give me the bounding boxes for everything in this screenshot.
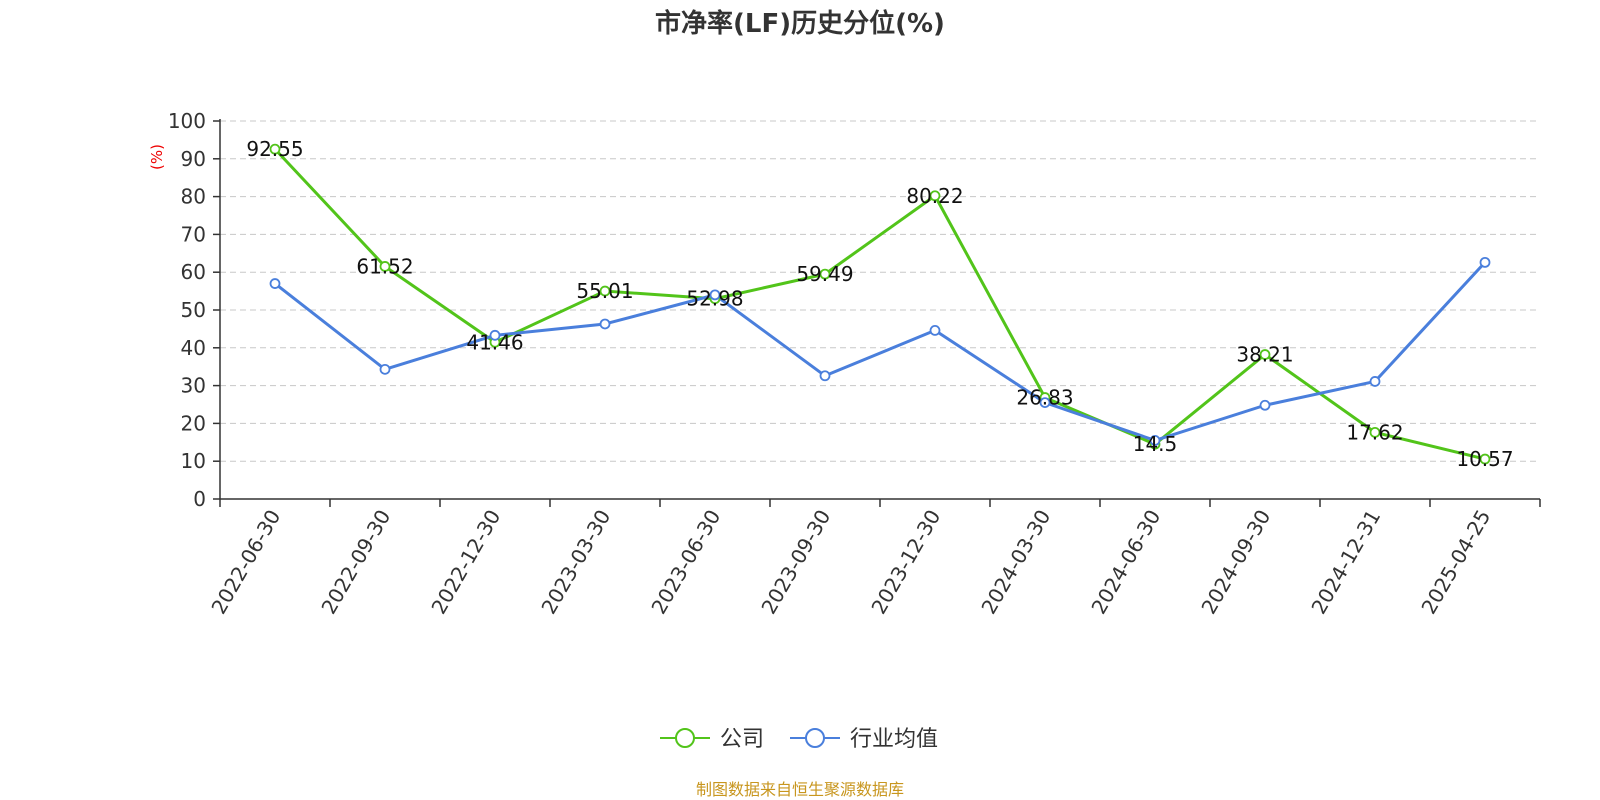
x-tick-label: 2022-12-30 bbox=[426, 506, 505, 619]
data-point-company bbox=[1369, 426, 1381, 438]
y-tick-label: 40 bbox=[181, 336, 206, 360]
data-point-industry bbox=[1369, 376, 1381, 387]
data-point-company bbox=[819, 268, 831, 280]
data-point-industry bbox=[269, 278, 281, 289]
data-label-company: 92.55 bbox=[246, 137, 303, 161]
data-point-industry bbox=[709, 289, 721, 301]
data-point-company bbox=[1259, 349, 1271, 360]
legend-item-industry[interactable]: 行业均值 bbox=[790, 727, 938, 752]
y-tick-label: 50 bbox=[181, 298, 206, 322]
data-point-company bbox=[379, 261, 391, 272]
data-point-industry bbox=[1039, 397, 1051, 409]
legend-company-label: 公司 bbox=[720, 727, 764, 752]
y-axis: 0 10 20 30 40 50 60 70 80 90 100 bbox=[168, 109, 221, 511]
data-label-company: 41.46 bbox=[466, 330, 523, 354]
x-tick-label: 2023-12-30 bbox=[866, 506, 945, 619]
series-line-industry bbox=[274, 261, 1487, 442]
x-tick-label: 2024-03-30 bbox=[976, 506, 1055, 619]
x-tick-label: 2024-06-30 bbox=[1086, 506, 1165, 619]
x-axis: 2022-06-30 2022-09-30 2022-12-30 2023-03-30… bbox=[206, 498, 1541, 619]
y-tick-label: 30 bbox=[181, 374, 206, 398]
data-label-company: 17.62 bbox=[1346, 420, 1403, 444]
data-label-company: 59.49 bbox=[796, 262, 853, 286]
data-point-industry bbox=[379, 363, 391, 375]
data-point-industry bbox=[929, 325, 941, 336]
x-tick-label: 2024-12-31 bbox=[1306, 506, 1385, 619]
data-point-company bbox=[599, 285, 611, 297]
series-line-company bbox=[273, 148, 1486, 461]
data-label-company: 61.52 bbox=[356, 254, 413, 278]
data-point-industry bbox=[1479, 256, 1491, 268]
x-tick-label: 2023-06-30 bbox=[646, 506, 725, 619]
data-point-industry bbox=[489, 329, 501, 341]
x-tick-label: 2022-09-30 bbox=[316, 506, 395, 619]
chart-title: 市净率(LF)历史分位(%) bbox=[655, 8, 945, 39]
data-point-industry bbox=[599, 318, 611, 330]
y-tick-label: 70 bbox=[181, 222, 206, 246]
data-label-company: 14.5 bbox=[1133, 432, 1178, 456]
series-layer bbox=[269, 143, 1491, 465]
y-tick-label: 20 bbox=[181, 411, 206, 435]
y-tick-label: 90 bbox=[181, 147, 206, 171]
data-label-company: 52.98 bbox=[686, 287, 743, 311]
data-point-company bbox=[929, 190, 941, 202]
legend-industry-marker bbox=[805, 728, 825, 748]
data-point-industry bbox=[1149, 435, 1161, 446]
data-label-company: 10.57 bbox=[1456, 447, 1513, 471]
y-tick-label: 100 bbox=[168, 109, 206, 133]
data-labels: 92.55 61.52 41.46 55.01 52.98 59.49 80.22 26.83… bbox=[246, 137, 1513, 471]
x-tick-label: 2023-03-30 bbox=[536, 506, 615, 619]
y-tick-label: 0 bbox=[193, 487, 206, 511]
y-tick-label: 60 bbox=[181, 260, 206, 284]
data-point-industry bbox=[1259, 399, 1271, 411]
legend-item-company[interactable]: 公司 bbox=[660, 727, 764, 752]
gridlines bbox=[220, 120, 1540, 462]
data-label-company: 80.22 bbox=[906, 184, 963, 208]
x-tick-label: 2025-04-25 bbox=[1416, 506, 1495, 619]
x-tick-label: 2023-09-30 bbox=[756, 506, 835, 619]
data-label-company: 55.01 bbox=[576, 279, 633, 303]
y-tick-label: 80 bbox=[181, 185, 206, 209]
data-point-company bbox=[269, 143, 281, 155]
x-tick-label: 2022-06-30 bbox=[206, 506, 285, 619]
y-tick-label: 10 bbox=[181, 449, 206, 473]
data-label-company: 26.83 bbox=[1016, 386, 1073, 410]
data-point-industry bbox=[819, 370, 831, 382]
y-axis-unit-label: (%) bbox=[148, 144, 166, 170]
legend[interactable]: 公司 行业均值 bbox=[660, 727, 938, 752]
legend-company-marker bbox=[675, 728, 695, 748]
data-label-company: 38.21 bbox=[1236, 343, 1293, 367]
source-note: 制图数据来自恒生聚源数据库 bbox=[696, 780, 904, 799]
legend-industry-label: 行业均值 bbox=[850, 727, 938, 752]
x-tick-label: 2024-09-30 bbox=[1196, 506, 1275, 619]
data-point-company bbox=[1479, 453, 1491, 465]
